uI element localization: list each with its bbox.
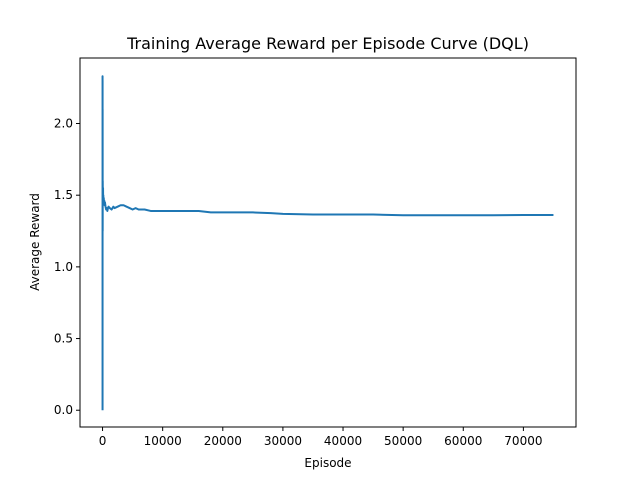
chart-title: Training Average Reward per Episode Curv… [126, 34, 529, 53]
x-axis-ticks: 0 10000 20000 30000 40000 50000 60000 70000 [99, 427, 542, 448]
x-tick-label: 10000 [144, 434, 182, 448]
y-tick-label: 1.5 [54, 188, 73, 202]
x-axis-label: Episode [304, 456, 351, 470]
y-tick-label: 0.5 [54, 332, 73, 346]
x-tick-label: 30000 [264, 434, 302, 448]
x-tick-label: 60000 [444, 434, 482, 448]
x-tick-label: 20000 [204, 434, 242, 448]
y-tick-label: 1.0 [54, 260, 73, 274]
x-tick-label: 0 [99, 434, 107, 448]
x-tick-label: 50000 [384, 434, 422, 448]
axes-frame [79, 57, 577, 428]
series-line-0 [101, 75, 554, 411]
x-tick-label: 40000 [324, 434, 362, 448]
y-axis-label: Average Reward [28, 193, 42, 291]
y-tick-label: 0.0 [54, 403, 73, 417]
x-tick-label: 70000 [504, 434, 542, 448]
plot-area [79, 57, 577, 428]
y-tick-label: 2.0 [54, 117, 73, 131]
y-axis-ticks: 0.0 0.5 1.0 1.5 2.0 [54, 117, 80, 417]
